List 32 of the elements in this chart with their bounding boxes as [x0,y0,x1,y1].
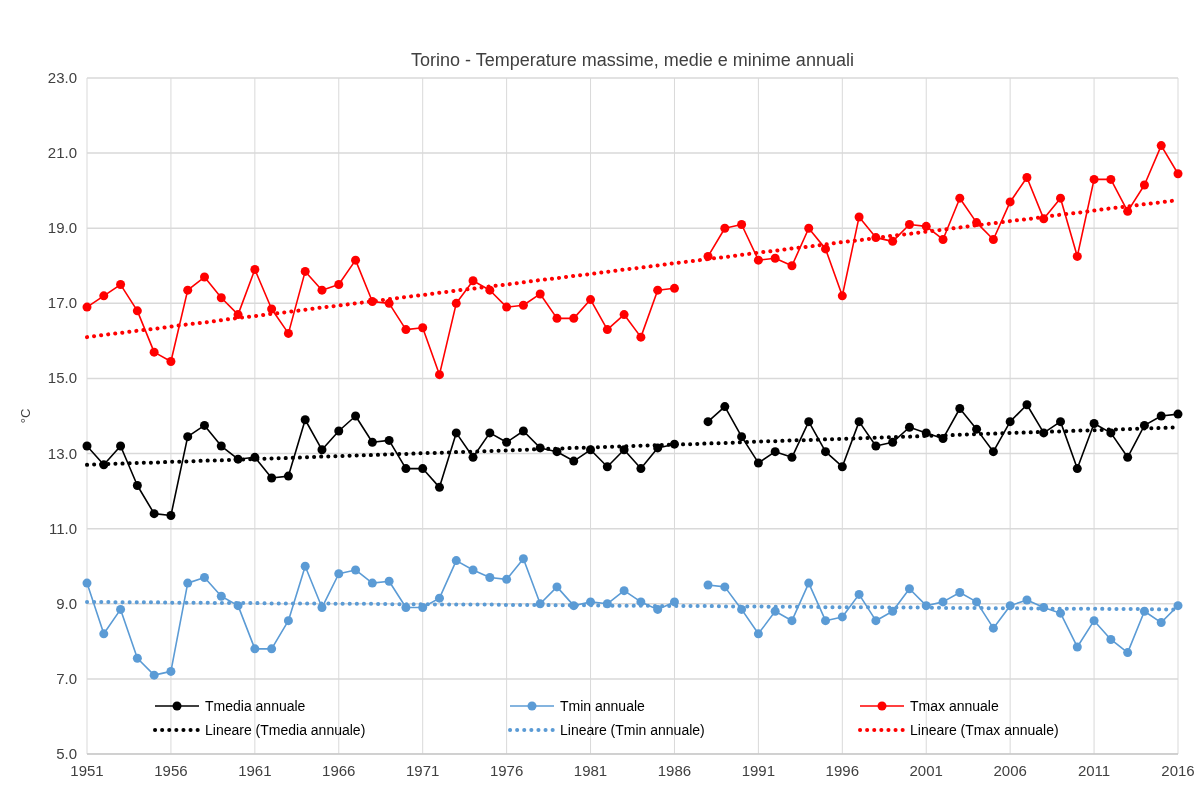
x-tick-label: 2006 [993,762,1027,779]
y-tick-label: 15.0 [47,369,77,387]
x-tick-label: 2016 [1161,762,1195,779]
legend-label: Tmedia annuale [205,698,306,714]
y-axis-title: °C [18,408,33,424]
legend-label: Tmax annuale [910,698,999,714]
x-tick-label: 1966 [322,762,356,779]
legend-label: Lineare (Tmedia annuale) [205,722,366,738]
legend-label: Tmin annuale [560,698,646,714]
y-tick-label: 13.0 [47,444,77,462]
y-tick-label: 9.0 [56,594,77,612]
x-tick-label: 1951 [70,762,104,779]
chart-title: Torino - Temperature massime, medie e minime annuali [411,50,854,70]
legend-label: Lineare (Tmax annuale) [910,722,1059,738]
y-tick-label: 17.0 [47,294,77,312]
x-tick-label: 1981 [573,762,608,779]
x-tick-label: 2011 [1077,762,1111,779]
y-tick-label: 11.0 [48,519,77,537]
y-tick-label: 23.0 [47,69,77,86]
x-tick-label: 1961 [238,762,272,779]
x-tick-label: 1976 [489,762,524,779]
y-tick-label: 7.0 [56,669,77,687]
y-tick-label: 21.0 [47,144,77,162]
y-tick-label: 19.0 [47,219,77,237]
x-tick-label: 2001 [909,762,943,779]
x-tick-label: 1996 [825,762,859,779]
x-tick-label: 1991 [741,762,776,779]
y-tick-label: 5.0 [56,745,77,762]
x-tick-label: 1956 [154,762,188,779]
x-tick-label: 1971 [406,762,440,779]
legend-label: Lineare (Tmin annuale) [560,722,705,738]
x-tick-label: 1986 [657,762,692,779]
